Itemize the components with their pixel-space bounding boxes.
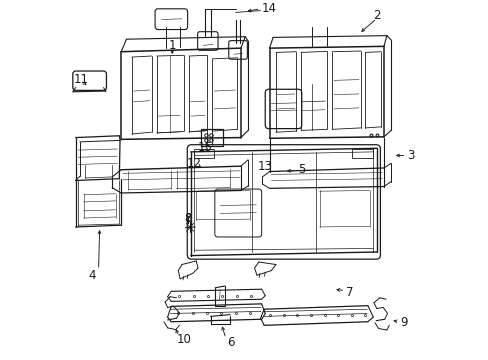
Text: 2: 2 [372,9,380,22]
Text: 3: 3 [407,149,414,162]
Bar [351,149,372,158]
Bar [201,129,223,146]
Text: 6: 6 [227,336,234,348]
Text: 12: 12 [186,157,201,170]
Text: 1: 1 [168,39,176,52]
Text: 13: 13 [257,161,272,174]
Text: 7: 7 [346,285,353,298]
Text: 10: 10 [176,333,191,346]
Text: 15: 15 [197,141,212,154]
Text: 9: 9 [399,316,407,329]
Text: 8: 8 [184,212,192,225]
Text: 11: 11 [73,73,88,86]
Bar [193,149,214,158]
Text: 4: 4 [88,269,96,282]
Text: 5: 5 [297,163,305,176]
Text: 14: 14 [262,2,277,15]
